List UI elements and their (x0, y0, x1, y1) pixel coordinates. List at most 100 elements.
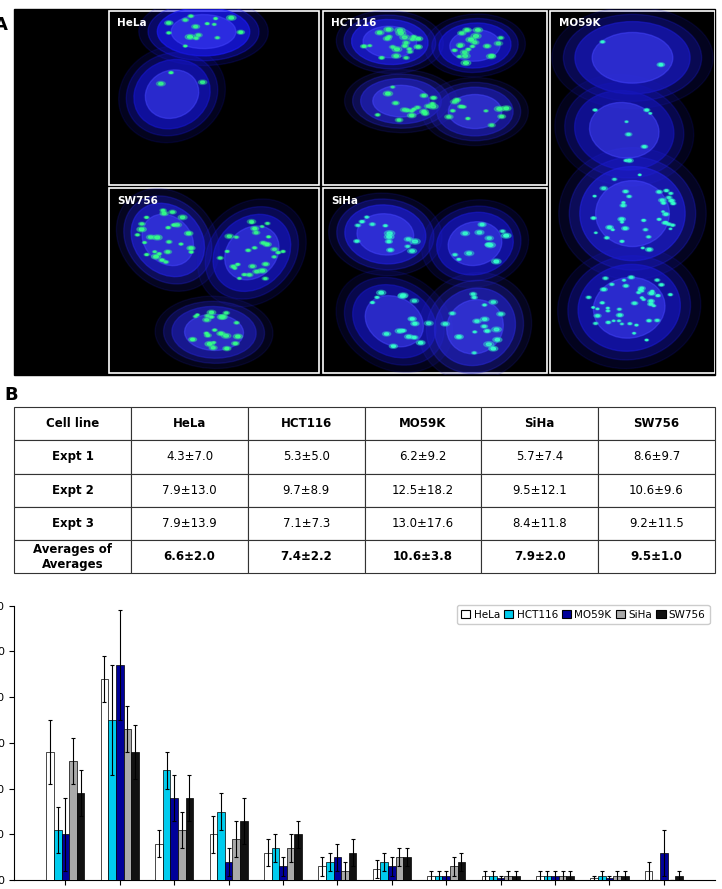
Ellipse shape (486, 343, 492, 346)
Ellipse shape (656, 294, 661, 297)
Bar (512, 876, 520, 880)
Ellipse shape (225, 226, 279, 280)
Ellipse shape (209, 346, 217, 350)
Ellipse shape (617, 320, 621, 322)
Ellipse shape (229, 17, 234, 19)
Ellipse shape (602, 188, 606, 189)
Bar (287, 848, 295, 880)
Ellipse shape (400, 35, 409, 40)
Ellipse shape (194, 316, 196, 317)
Ellipse shape (234, 321, 240, 324)
Ellipse shape (134, 60, 210, 129)
Text: MO59K: MO59K (559, 18, 600, 28)
Ellipse shape (461, 60, 471, 66)
Ellipse shape (473, 28, 482, 32)
Ellipse shape (168, 241, 170, 243)
Ellipse shape (595, 232, 596, 233)
Ellipse shape (399, 292, 408, 298)
Ellipse shape (271, 255, 277, 258)
Ellipse shape (336, 199, 434, 269)
Ellipse shape (391, 46, 394, 48)
Ellipse shape (670, 200, 673, 202)
Ellipse shape (165, 20, 173, 25)
Ellipse shape (400, 295, 405, 297)
Ellipse shape (590, 102, 659, 158)
Ellipse shape (411, 110, 413, 112)
Ellipse shape (649, 303, 653, 305)
Ellipse shape (187, 246, 195, 250)
Ellipse shape (386, 35, 392, 38)
Text: HCT116: HCT116 (331, 18, 376, 28)
Ellipse shape (489, 300, 497, 304)
Ellipse shape (458, 56, 461, 57)
Ellipse shape (602, 289, 606, 291)
Ellipse shape (611, 228, 614, 231)
Bar (645, 871, 653, 880)
Ellipse shape (197, 199, 306, 307)
Ellipse shape (633, 332, 635, 333)
Ellipse shape (501, 233, 511, 238)
Ellipse shape (474, 35, 479, 37)
Ellipse shape (656, 320, 658, 321)
Ellipse shape (450, 29, 500, 61)
Ellipse shape (213, 24, 215, 25)
Ellipse shape (650, 292, 653, 294)
Ellipse shape (478, 222, 486, 227)
Ellipse shape (641, 299, 646, 300)
Ellipse shape (641, 247, 645, 249)
Ellipse shape (449, 312, 456, 316)
Bar (559, 876, 567, 880)
Ellipse shape (184, 45, 186, 46)
Ellipse shape (419, 109, 428, 114)
Ellipse shape (173, 224, 175, 226)
Ellipse shape (175, 224, 179, 226)
Ellipse shape (281, 250, 285, 252)
Ellipse shape (601, 302, 604, 303)
Text: HeLa: HeLa (118, 18, 147, 28)
Ellipse shape (164, 301, 264, 364)
Ellipse shape (365, 296, 423, 347)
Ellipse shape (451, 110, 454, 111)
Ellipse shape (407, 249, 417, 253)
Ellipse shape (209, 316, 214, 318)
Ellipse shape (251, 265, 254, 268)
Ellipse shape (253, 247, 256, 249)
Ellipse shape (622, 204, 625, 206)
Ellipse shape (386, 240, 392, 244)
Ellipse shape (204, 332, 209, 334)
Ellipse shape (148, 3, 259, 60)
Ellipse shape (227, 15, 236, 20)
Ellipse shape (600, 287, 607, 292)
Ellipse shape (384, 235, 394, 239)
Ellipse shape (417, 340, 425, 345)
Ellipse shape (391, 53, 401, 59)
Ellipse shape (648, 112, 652, 115)
Ellipse shape (657, 63, 665, 67)
Ellipse shape (624, 228, 627, 229)
Ellipse shape (406, 48, 412, 51)
Ellipse shape (450, 109, 456, 112)
Ellipse shape (645, 247, 653, 252)
Ellipse shape (168, 71, 173, 74)
Ellipse shape (386, 28, 391, 31)
Ellipse shape (247, 250, 250, 251)
Ellipse shape (641, 145, 648, 148)
Legend: HeLa, HCT116, MO59K, SiHa, SW756: HeLa, HCT116, MO59K, SiHa, SW756 (457, 605, 710, 624)
Ellipse shape (596, 315, 599, 316)
Bar (388, 867, 396, 880)
Ellipse shape (116, 188, 219, 292)
Ellipse shape (622, 202, 625, 203)
Bar (349, 853, 357, 880)
Ellipse shape (483, 304, 486, 306)
Ellipse shape (488, 124, 495, 127)
Ellipse shape (397, 29, 403, 32)
Ellipse shape (212, 341, 216, 344)
Ellipse shape (425, 104, 432, 108)
Ellipse shape (255, 270, 258, 273)
Ellipse shape (669, 228, 672, 229)
Ellipse shape (592, 217, 595, 219)
Ellipse shape (625, 121, 627, 122)
Ellipse shape (246, 273, 253, 276)
Ellipse shape (419, 341, 423, 344)
Ellipse shape (411, 322, 419, 325)
